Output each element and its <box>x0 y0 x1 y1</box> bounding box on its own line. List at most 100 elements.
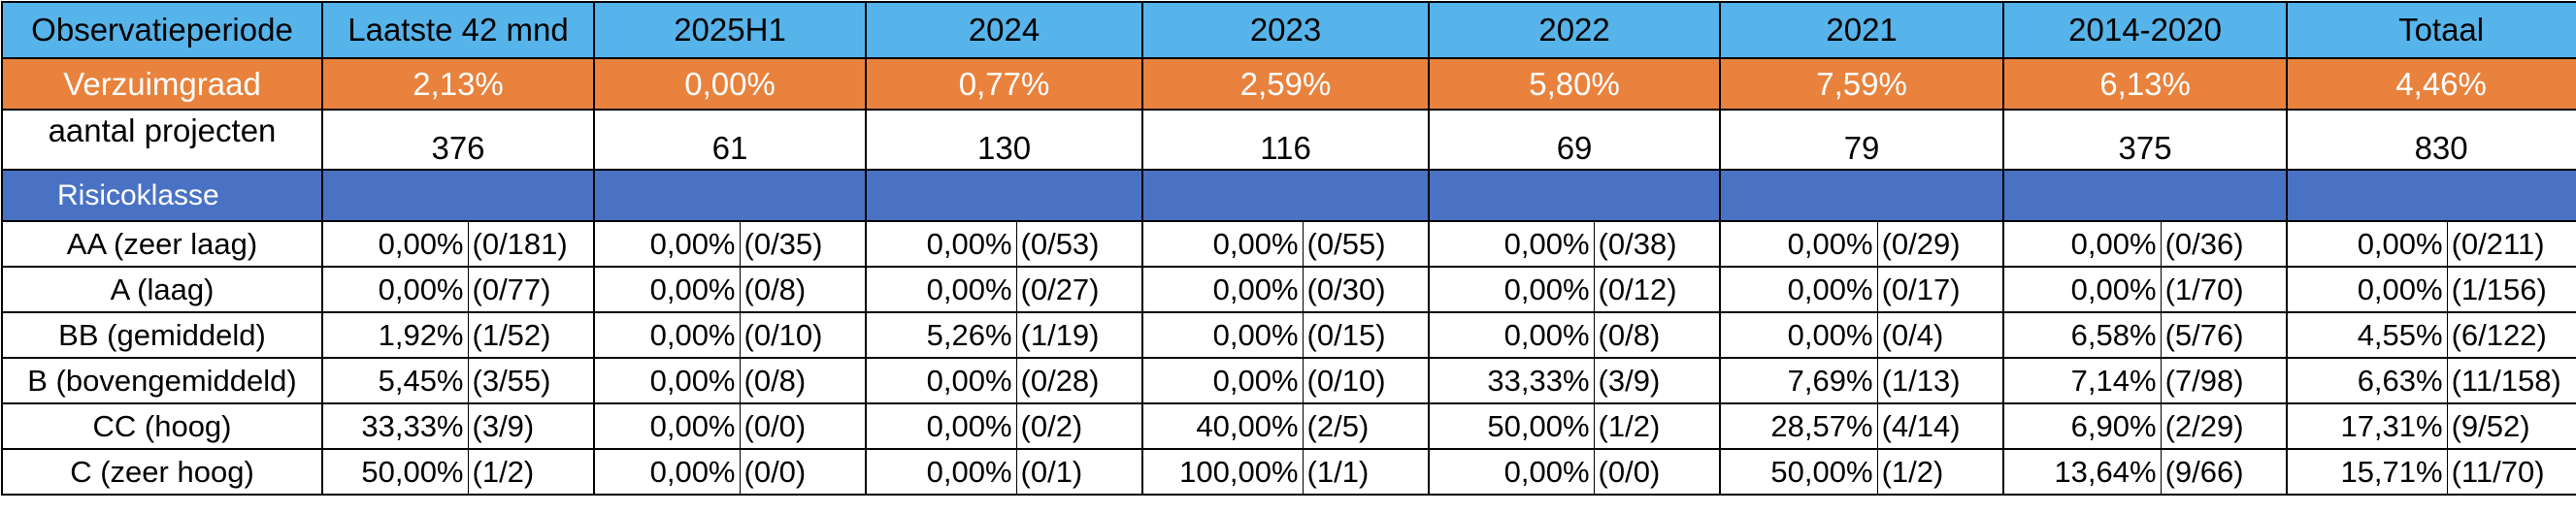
band-cell <box>2286 169 2576 222</box>
default-rate: 6,63% <box>2286 357 2448 404</box>
default-rate: 0,00% <box>865 448 1017 496</box>
project-count-value: 79 <box>1719 109 2005 171</box>
default-rate: 33,33% <box>321 402 469 450</box>
risk-table: Observatieperiode Laatste 42 mnd 2025H1 … <box>1 1 2576 496</box>
risk-class-band: Risicoklasse <box>1 169 2576 222</box>
risk-class-row: B (bovengemiddeld) 5,45% (3/55) 0,00% (0… <box>1 357 2576 404</box>
default-ratio: (1/156) <box>2446 266 2576 313</box>
verzuimgraad-value: 7,59% <box>1719 57 2005 111</box>
risk-class-row: C (zeer hoog) 50,00% (1/2) 0,00% (0/0) 0… <box>1 448 2576 496</box>
verzuimgraad-value: 0,77% <box>865 57 1144 111</box>
default-ratio: (0/17) <box>1876 266 2005 313</box>
risk-class-row: BB (gemiddeld) 1,92% (1/52) 0,00% (0/10)… <box>1 311 2576 359</box>
default-ratio: (0/181) <box>467 220 595 268</box>
verzuimgraad-value: 5,80% <box>1428 57 1722 111</box>
default-rate: 50,00% <box>321 448 469 496</box>
header-period: Totaal <box>2286 1 2576 59</box>
default-ratio: (0/12) <box>1593 266 1722 313</box>
project-count-value: 69 <box>1428 109 1722 171</box>
band-cell <box>1719 169 2005 222</box>
default-rate: 15,71% <box>2286 448 2448 496</box>
default-ratio: (11/158) <box>2446 357 2576 404</box>
default-ratio: (1/70) <box>2160 266 2289 313</box>
default-ratio: (9/52) <box>2446 402 2576 450</box>
default-ratio: (1/2) <box>467 448 595 496</box>
default-rate: 0,00% <box>2002 266 2162 313</box>
default-rate: 7,14% <box>2002 357 2162 404</box>
default-ratio: (7/98) <box>2160 357 2289 404</box>
verzuimgraad-label: Verzuimgraad <box>1 57 323 111</box>
default-ratio: (6/122) <box>2446 311 2576 359</box>
default-rate: 0,00% <box>593 357 741 404</box>
default-rate: 0,00% <box>593 220 741 268</box>
header-period: 2024 <box>865 1 1144 59</box>
default-ratio: (0/8) <box>739 357 868 404</box>
default-ratio: (3/9) <box>1593 357 1722 404</box>
default-ratio: (1/2) <box>1876 448 2005 496</box>
default-rate: 0,00% <box>1141 357 1304 404</box>
project-count-value: 375 <box>2002 109 2289 171</box>
default-rate: 50,00% <box>1428 402 1595 450</box>
default-ratio: (0/29) <box>1876 220 2005 268</box>
default-ratio: (0/53) <box>1015 220 1144 268</box>
risk-class-heading: Risicoklasse <box>1 169 323 222</box>
project-count-row: aantal projecten 376 61 130 116 69 79 37… <box>1 109 2576 171</box>
default-rate: 0,00% <box>865 266 1017 313</box>
default-ratio: (0/35) <box>739 220 868 268</box>
default-ratio: (0/30) <box>1302 266 1431 313</box>
risk-class-label: CC (hoog) <box>1 402 323 450</box>
band-cell <box>321 169 595 222</box>
header-period: 2022 <box>1428 1 1722 59</box>
default-rate: 0,00% <box>593 311 741 359</box>
band-cell <box>1428 169 1722 222</box>
band-cell <box>592 169 868 222</box>
default-ratio: (11/70) <box>2446 448 2576 496</box>
default-rate: 0,00% <box>1719 220 1878 268</box>
default-ratio: (5/76) <box>2160 311 2289 359</box>
project-count-value: 116 <box>1141 109 1431 171</box>
verzuimgraad-value: 6,13% <box>2002 57 2289 111</box>
verzuimgraad-value: 2,59% <box>1141 57 1431 111</box>
default-rate: 100,00% <box>1141 448 1304 496</box>
default-ratio: (0/4) <box>1876 311 2005 359</box>
default-ratio: (0/0) <box>739 402 868 450</box>
default-rate: 1,92% <box>321 311 469 359</box>
risk-class-label: C (zeer hoog) <box>1 448 323 496</box>
verzuimgraad-row: Verzuimgraad 2,13% 0,00% 0,77% 2,59% 5,8… <box>1 57 2576 111</box>
header-label: Observatieperiode <box>1 1 323 59</box>
default-ratio: (0/36) <box>2160 220 2289 268</box>
verzuimgraad-value: 2,13% <box>321 57 595 111</box>
header-row: Observatieperiode Laatste 42 mnd 2025H1 … <box>1 1 2576 59</box>
default-ratio: (2/29) <box>2160 402 2289 450</box>
default-ratio: (0/55) <box>1302 220 1431 268</box>
header-period: 2021 <box>1719 1 2005 59</box>
default-rate: 6,90% <box>2002 402 2162 450</box>
default-rate: 5,45% <box>321 357 469 404</box>
header-period: 2023 <box>1141 1 1431 59</box>
default-ratio: (0/15) <box>1302 311 1431 359</box>
default-rate: 13,64% <box>2002 448 2162 496</box>
default-rate: 7,69% <box>1719 357 1878 404</box>
risk-class-row: AA (zeer laag) 0,00% (0/181) 0,00% (0/35… <box>1 220 2576 268</box>
project-count-value: 130 <box>865 109 1144 171</box>
project-count-label: aantal projecten <box>1 109 323 171</box>
default-rate: 33,33% <box>1428 357 1595 404</box>
default-ratio: (0/28) <box>1015 357 1144 404</box>
default-ratio: (4/14) <box>1876 402 2005 450</box>
default-ratio: (3/55) <box>467 357 595 404</box>
default-rate: 4,55% <box>2286 311 2448 359</box>
band-cell <box>865 169 1144 222</box>
default-ratio: (1/13) <box>1876 357 2005 404</box>
default-ratio: (1/1) <box>1302 448 1431 496</box>
default-rate: 0,00% <box>1428 266 1595 313</box>
header-period: Laatste 42 mnd <box>321 1 595 59</box>
default-ratio: (0/10) <box>739 311 868 359</box>
default-ratio: (0/0) <box>1593 448 1722 496</box>
default-rate: 0,00% <box>321 266 469 313</box>
default-rate: 28,57% <box>1719 402 1878 450</box>
default-rate: 0,00% <box>865 220 1017 268</box>
default-ratio: (0/211) <box>2446 220 2576 268</box>
default-rate: 17,31% <box>2286 402 2448 450</box>
default-ratio: (1/52) <box>467 311 595 359</box>
project-count-value: 376 <box>321 109 595 171</box>
